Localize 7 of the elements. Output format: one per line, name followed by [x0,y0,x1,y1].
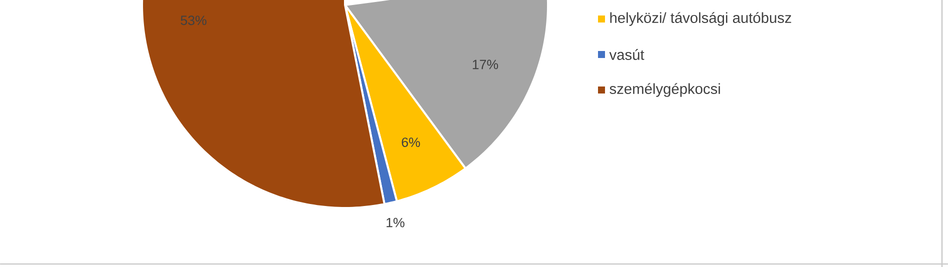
legend-label: személygépkocsi [610,83,720,97]
legend-label: helyközi/ távolsági autóbusz [610,12,792,26]
data-label: 1% [386,218,404,228]
data-label: 53% [180,16,206,26]
data-label: 6% [402,138,420,148]
data-label: 17% [472,60,498,70]
legend-label: vasút [609,49,644,60]
